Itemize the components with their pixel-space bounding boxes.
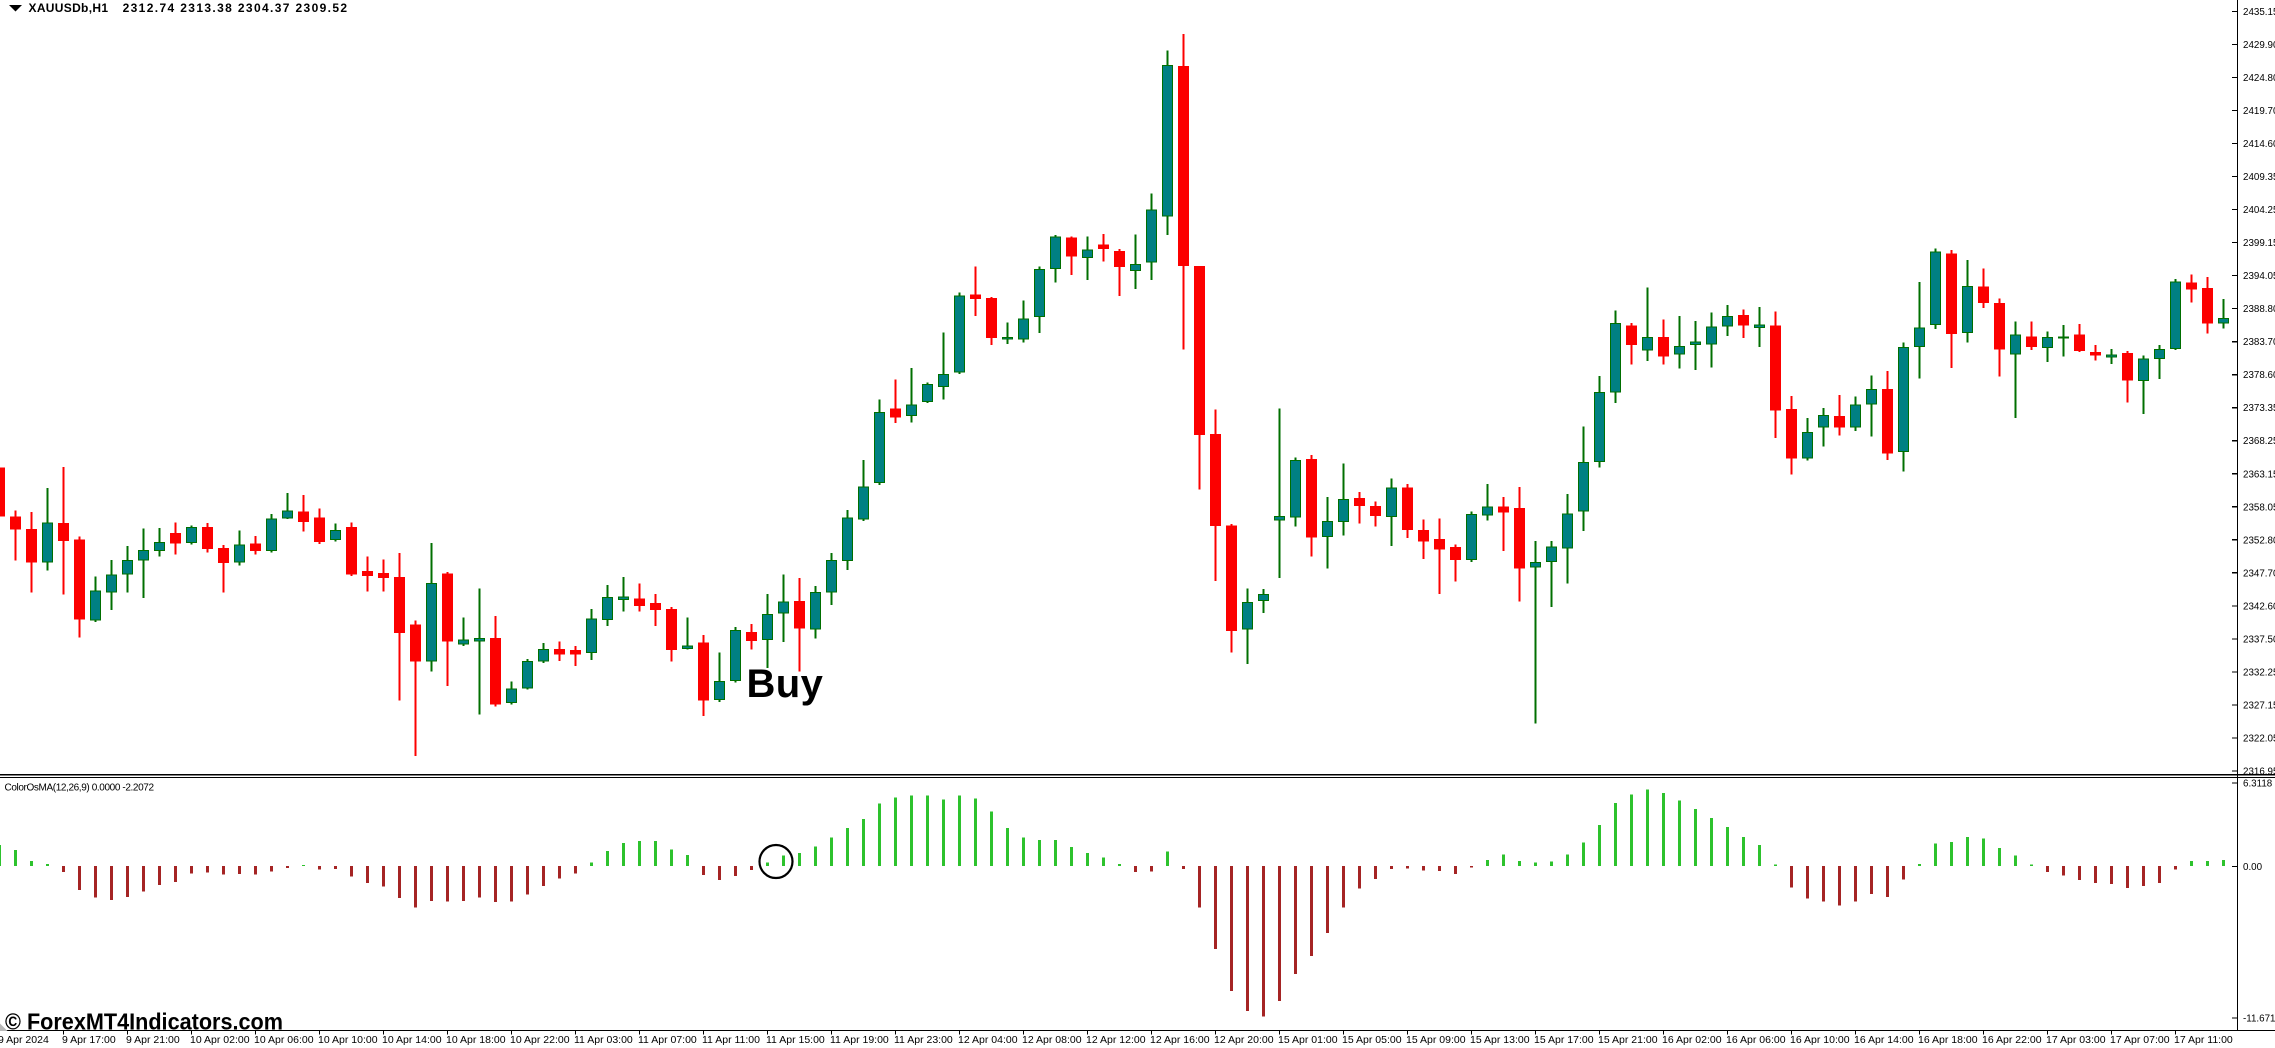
svg-text:15 Apr 17:00: 15 Apr 17:00: [1534, 1034, 1594, 1046]
svg-text:15 Apr 21:00: 15 Apr 21:00: [1598, 1034, 1658, 1046]
svg-text:6.3118: 6.3118: [2243, 779, 2273, 790]
svg-text:2419.70: 2419.70: [2243, 106, 2275, 117]
svg-text:XAUUSDb,H1: XAUUSDb,H1: [29, 1, 109, 15]
svg-text:2337.50: 2337.50: [2243, 634, 2275, 645]
svg-text:10 Apr 10:00: 10 Apr 10:00: [318, 1034, 378, 1046]
svg-text:-11.6717: -11.6717: [2243, 1014, 2275, 1025]
svg-text:16 Apr 02:00: 16 Apr 02:00: [1662, 1034, 1722, 1046]
svg-text:2399.15: 2399.15: [2243, 238, 2275, 249]
svg-text:2358.05: 2358.05: [2243, 502, 2275, 513]
svg-text:2404.25: 2404.25: [2243, 205, 2275, 216]
svg-text:11 Apr 11:00: 11 Apr 11:00: [702, 1034, 760, 1046]
svg-text:15 Apr 05:00: 15 Apr 05:00: [1342, 1034, 1402, 1046]
svg-text:11 Apr 03:00: 11 Apr 03:00: [574, 1034, 633, 1046]
svg-text:16 Apr 06:00: 16 Apr 06:00: [1726, 1034, 1786, 1046]
svg-text:16 Apr 22:00: 16 Apr 22:00: [1982, 1034, 2042, 1046]
svg-text:0.00: 0.00: [2243, 862, 2263, 873]
svg-text:2383.70: 2383.70: [2243, 337, 2275, 348]
svg-text:11 Apr 07:00: 11 Apr 07:00: [638, 1034, 697, 1046]
svg-text:15 Apr 01:00: 15 Apr 01:00: [1278, 1034, 1338, 1046]
svg-text:10 Apr 18:00: 10 Apr 18:00: [446, 1034, 506, 1046]
svg-text:11 Apr 19:00: 11 Apr 19:00: [830, 1034, 889, 1046]
svg-text:2352.80: 2352.80: [2243, 535, 2275, 546]
svg-text:2368.25: 2368.25: [2243, 436, 2275, 447]
svg-text:2414.60: 2414.60: [2243, 139, 2275, 150]
svg-text:2363.15: 2363.15: [2243, 469, 2275, 480]
svg-text:10 Apr 06:00: 10 Apr 06:00: [254, 1034, 314, 1046]
svg-text:2435.15: 2435.15: [2243, 7, 2275, 18]
svg-text:10 Apr 02:00: 10 Apr 02:00: [190, 1034, 250, 1046]
svg-text:2342.60: 2342.60: [2243, 601, 2275, 612]
svg-text:16 Apr 18:00: 16 Apr 18:00: [1918, 1034, 1978, 1046]
svg-text:9 Apr 21:00: 9 Apr 21:00: [126, 1034, 180, 1046]
svg-text:2332.25: 2332.25: [2243, 667, 2275, 678]
svg-text:ColorOsMA(12,26,9) 0.0000 -2.2: ColorOsMA(12,26,9) 0.0000 -2.2072: [5, 783, 155, 794]
svg-text:2312.74 2313.38 2304.37 2309.5: 2312.74 2313.38 2304.37 2309.52: [123, 1, 348, 15]
svg-text:12 Apr 16:00: 12 Apr 16:00: [1150, 1034, 1210, 1046]
svg-text:12 Apr 20:00: 12 Apr 20:00: [1214, 1034, 1274, 1046]
svg-text:16 Apr 10:00: 16 Apr 10:00: [1790, 1034, 1850, 1046]
svg-text:17 Apr 03:00: 17 Apr 03:00: [2046, 1034, 2106, 1046]
svg-text:2409.35: 2409.35: [2243, 172, 2275, 183]
svg-text:2327.15: 2327.15: [2243, 700, 2275, 711]
svg-text:10 Apr 22:00: 10 Apr 22:00: [510, 1034, 570, 1046]
svg-text:9 Apr 17:00: 9 Apr 17:00: [62, 1034, 116, 1046]
svg-text:15 Apr 09:00: 15 Apr 09:00: [1406, 1034, 1466, 1046]
svg-text:2316.95: 2316.95: [2243, 767, 2275, 778]
svg-text:15 Apr 13:00: 15 Apr 13:00: [1470, 1034, 1530, 1046]
svg-text:2429.90: 2429.90: [2243, 40, 2275, 51]
svg-text:2373.35: 2373.35: [2243, 403, 2275, 414]
svg-text:9 Apr 2024: 9 Apr 2024: [0, 1034, 49, 1046]
svg-text:17 Apr 11:00: 17 Apr 11:00: [2174, 1034, 2233, 1046]
svg-text:2424.80: 2424.80: [2243, 73, 2275, 84]
svg-text:12 Apr 12:00: 12 Apr 12:00: [1086, 1034, 1146, 1046]
svg-text:11 Apr 15:00: 11 Apr 15:00: [766, 1034, 825, 1046]
svg-text:2394.05: 2394.05: [2243, 271, 2275, 282]
svg-text:Buy: Buy: [747, 662, 824, 706]
svg-text:17 Apr 07:00: 17 Apr 07:00: [2110, 1034, 2170, 1046]
svg-text:12 Apr 08:00: 12 Apr 08:00: [1022, 1034, 1082, 1046]
svg-text:2378.60: 2378.60: [2243, 370, 2275, 381]
svg-text:© ForexMT4Indicators.com: © ForexMT4Indicators.com: [5, 1008, 283, 1034]
svg-text:16 Apr 14:00: 16 Apr 14:00: [1854, 1034, 1914, 1046]
svg-text:10 Apr 14:00: 10 Apr 14:00: [382, 1034, 442, 1046]
svg-text:2322.05: 2322.05: [2243, 734, 2275, 745]
svg-text:12 Apr 04:00: 12 Apr 04:00: [958, 1034, 1018, 1046]
svg-text:2347.70: 2347.70: [2243, 568, 2275, 579]
svg-text:2388.80: 2388.80: [2243, 304, 2275, 315]
svg-text:11 Apr 23:00: 11 Apr 23:00: [894, 1034, 953, 1046]
